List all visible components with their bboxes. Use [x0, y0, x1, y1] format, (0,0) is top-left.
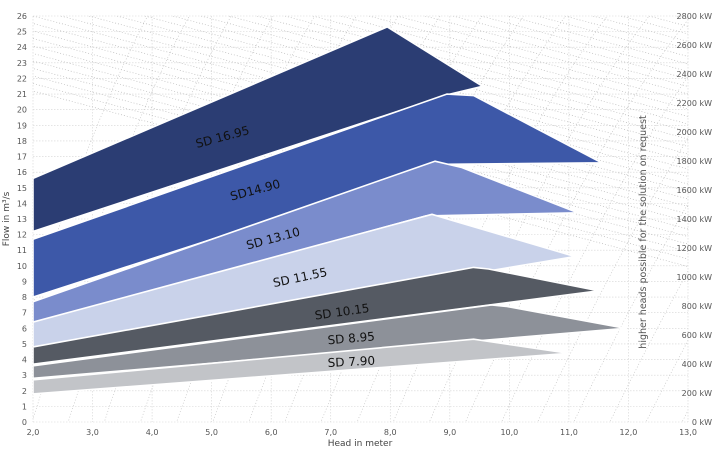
y-tick-label: 22	[17, 74, 27, 83]
iso-power-curve	[392, 16, 608, 422]
x-tick-label: 13,0	[679, 428, 697, 437]
y-tick-label: 2	[22, 387, 27, 396]
x-axis-title: Head in meter	[328, 439, 393, 449]
iso-power-curve	[248, 16, 441, 422]
power-tick-label: 2600 kW	[677, 41, 713, 50]
power-tick-label: 2000 kW	[677, 128, 713, 137]
power-tick-label: 200 kW	[682, 389, 712, 398]
power-axis-ticks: 0 kW 200 kW 400 kW 600 kW 800 kW 1000 kW 1200 …	[677, 12, 713, 427]
side-note: higher heads possible for the solution o…	[638, 115, 649, 349]
y-tick-label: 25	[17, 28, 27, 37]
x-tick-label: 11,0	[560, 428, 578, 437]
y-tick-label: 1	[22, 402, 27, 411]
y-tick-label: 21	[17, 90, 27, 99]
y-tick-label: 13	[17, 215, 27, 224]
iso-power-line	[452, 16, 688, 80]
x-tick-label: 10,0	[500, 428, 518, 437]
power-tick-label: 600 kW	[682, 331, 712, 340]
iso-power-line	[33, 53, 688, 230]
band-sd-13-10	[33, 160, 579, 325]
y-tick-label: 19	[17, 121, 27, 130]
iso-power-line	[33, 38, 688, 215]
y-tick-label: 8	[22, 293, 27, 302]
iso-power-line	[424, 16, 688, 87]
band-sd-10-15	[33, 266, 600, 366]
iso-power-line	[340, 16, 688, 110]
y-tick-label: 14	[17, 199, 27, 208]
iso-power-line	[33, 23, 688, 200]
y-tick-label: 7	[22, 309, 27, 318]
y-tick-label: 9	[22, 277, 27, 286]
iso-power-line	[256, 16, 688, 132]
power-tick-label: 1600 kW	[677, 186, 713, 195]
x-tick-label: 7,0	[324, 428, 337, 437]
iso-power-line	[396, 16, 688, 95]
band-label-sd-8-95: SD 8.95	[327, 329, 375, 347]
band-sd-16-95	[33, 26, 484, 233]
power-tick-label: 1400 kW	[677, 215, 713, 224]
iso-power-curve	[573, 202, 688, 422]
iso-power-curve	[713, 6, 720, 432]
y-tick-label: 23	[17, 59, 27, 68]
power-tick-label: 2800 kW	[677, 12, 713, 21]
iso-power-line	[33, 68, 688, 245]
band-sd-11-55	[33, 213, 576, 348]
iso-power-curve	[140, 16, 316, 422]
iso-power-curve	[645, 339, 688, 422]
x-axis-ticks: 2,0 3,0 4,0 5,0 6,0 7,0 8,0 9,0 10,0 11,0 12,0 13,0	[27, 428, 697, 437]
x-tick-label: 4,0	[146, 428, 159, 437]
iso-power-line	[33, 45, 688, 222]
y-tick-label: 15	[17, 184, 27, 193]
y-axis-title: Flow in m³/s	[2, 191, 12, 246]
band-sd14-90	[33, 93, 603, 298]
iso-power-line	[368, 16, 688, 102]
y-tick-label: 26	[17, 12, 27, 21]
power-tick-label: 1800 kW	[677, 157, 713, 166]
y-tick-label: 20	[17, 106, 27, 115]
iso-power-line	[284, 16, 688, 125]
power-tick-label: 1200 kW	[677, 244, 713, 253]
x-tick-label: 3,0	[86, 428, 99, 437]
x-tick-label: 5,0	[205, 428, 218, 437]
power-tick-label: 0 kW	[692, 418, 712, 427]
power-tick-label: 400 kW	[682, 360, 712, 369]
y-tick-label: 12	[17, 231, 27, 240]
y-tick-label: 24	[17, 43, 27, 52]
y-tick-label: 16	[17, 168, 27, 177]
x-tick-label: 12,0	[620, 428, 638, 437]
x-tick-label: 6,0	[265, 428, 278, 437]
iso-power-line	[33, 30, 688, 207]
y-tick-label: 3	[22, 371, 27, 380]
x-tick-label: 2,0	[27, 428, 40, 437]
y-axis-ticks: 0123456789101112131415161718192021222324…	[17, 12, 27, 427]
y-tick-label: 5	[22, 340, 27, 349]
y-tick-label: 4	[22, 356, 27, 365]
y-tick-label: 0	[22, 418, 27, 427]
band-sd-8-95	[33, 304, 627, 380]
power-tick-label: 2400 kW	[677, 70, 713, 79]
band-label-sd-7-90: SD 7.90	[327, 354, 375, 370]
iso-power-line	[60, 16, 688, 185]
y-tick-label: 10	[17, 262, 27, 271]
iso-power-curve	[609, 270, 688, 422]
iso-power-line	[312, 16, 688, 117]
y-tick-label: 17	[17, 153, 27, 162]
iso-power-line	[33, 16, 688, 192]
x-tick-label: 8,0	[384, 428, 397, 437]
y-tick-label: 11	[17, 246, 27, 255]
y-tick-label: 6	[22, 324, 27, 333]
iso-power-line	[33, 60, 688, 237]
power-tick-label: 1000 kW	[677, 273, 713, 282]
power-tick-label: 2200 kW	[677, 99, 713, 108]
y-tick-label: 18	[17, 137, 27, 146]
turbine-bands	[33, 26, 627, 395]
x-tick-label: 9,0	[443, 428, 456, 437]
iso-power-curve	[429, 16, 650, 422]
band-sd-7-90	[33, 338, 570, 395]
power-tick-label: 800 kW	[682, 302, 712, 311]
